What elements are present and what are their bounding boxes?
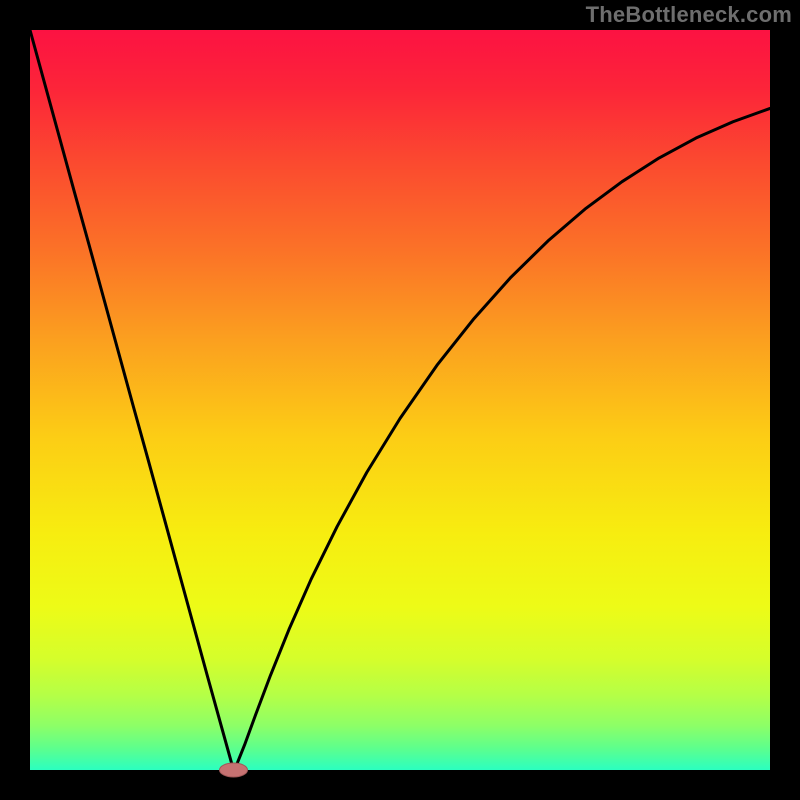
- watermark-text: TheBottleneck.com: [586, 2, 792, 28]
- bottleneck-chart: [0, 0, 800, 800]
- plot-area: [30, 30, 770, 770]
- chart-frame: TheBottleneck.com: [0, 0, 800, 800]
- optimal-marker: [220, 763, 248, 777]
